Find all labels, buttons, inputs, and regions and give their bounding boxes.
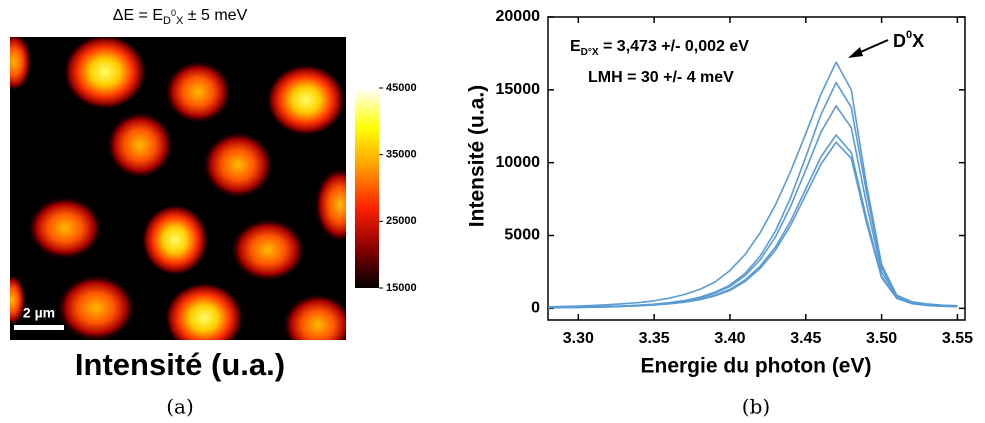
peak-main: D — [893, 31, 906, 51]
x-tick-label: 3.35 — [639, 330, 670, 347]
colorbar-tick-label: 25000 — [386, 215, 417, 227]
fwhm-annotation: LMH = 30 +/- 4 meV — [588, 69, 734, 86]
caption: (b) — [742, 395, 770, 419]
title-sup: 0 — [171, 8, 176, 18]
x-tick-label: 3.40 — [714, 330, 745, 347]
title-rest: ± 5 meV — [183, 7, 247, 24]
plot-frame — [547, 16, 966, 321]
peak-rest: X — [912, 31, 924, 51]
x-tick-label: 3.50 — [866, 330, 897, 347]
spectrum-line — [547, 105, 958, 309]
spectrum-line — [547, 61, 958, 308]
y-tick-label: 5000 — [504, 227, 540, 244]
colorbar-tick-label: 45000 — [386, 82, 417, 94]
title-sub: D — [163, 15, 171, 27]
peak-sup: 0 — [906, 29, 912, 41]
arrow-head — [848, 47, 863, 58]
annotation-sub: D°X — [581, 47, 599, 58]
title-sub2: X — [176, 15, 184, 27]
spectrum-line — [547, 134, 958, 309]
scale-bar — [14, 325, 64, 330]
colorbar — [355, 88, 379, 288]
spectrum-line — [547, 141, 958, 309]
intensity-map — [10, 37, 346, 340]
y-tick-label: 10000 — [496, 154, 541, 171]
annotation-rest: = 3,473 +/- 0,002 eV — [599, 38, 750, 55]
map-title: ΔE = ED0X ± 5 meV — [113, 7, 248, 27]
energy-annotation: ED°X = 3,473 +/- 0,002 eV — [570, 38, 749, 57]
colorbar-tick-label: 35000 — [386, 149, 417, 161]
map-label: Intensité (u.a.) — [75, 347, 285, 382]
y-axis-label: Intensité (u.a.) — [466, 85, 489, 227]
colorbar-tick-label: 15000 — [386, 282, 417, 294]
caption: (a) — [166, 395, 194, 419]
x-tick-label: 3.55 — [942, 330, 973, 347]
y-tick-label: 15000 — [496, 81, 541, 98]
y-tick-label: 0 — [531, 300, 540, 317]
x-tick-label: 3.45 — [790, 330, 821, 347]
x-tick-label: 3.30 — [563, 330, 594, 347]
title-main: ΔE = E — [113, 7, 163, 24]
annotation-main: E — [570, 38, 581, 55]
y-tick-label: 20000 — [496, 8, 541, 25]
x-axis-label: Energie du photon (eV) — [641, 355, 872, 378]
scale-bar-label: 2 µm — [23, 305, 55, 321]
peak-annotation: D0X — [893, 29, 924, 51]
